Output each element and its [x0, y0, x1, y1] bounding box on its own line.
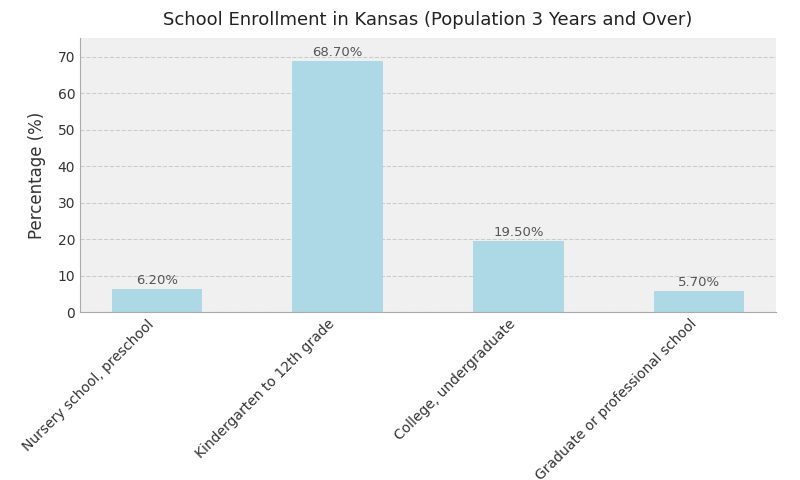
Y-axis label: Percentage (%): Percentage (%): [29, 111, 46, 239]
Text: 5.70%: 5.70%: [678, 276, 720, 289]
Bar: [293, 61, 383, 312]
Title: School Enrollment in Kansas (Population 3 Years and Over): School Enrollment in Kansas (Population …: [163, 11, 693, 28]
Bar: [112, 289, 202, 312]
Text: 68.70%: 68.70%: [313, 46, 362, 59]
Bar: [473, 241, 563, 312]
Text: 19.50%: 19.50%: [493, 226, 544, 239]
Text: 6.20%: 6.20%: [136, 274, 178, 287]
Bar: [654, 291, 744, 312]
